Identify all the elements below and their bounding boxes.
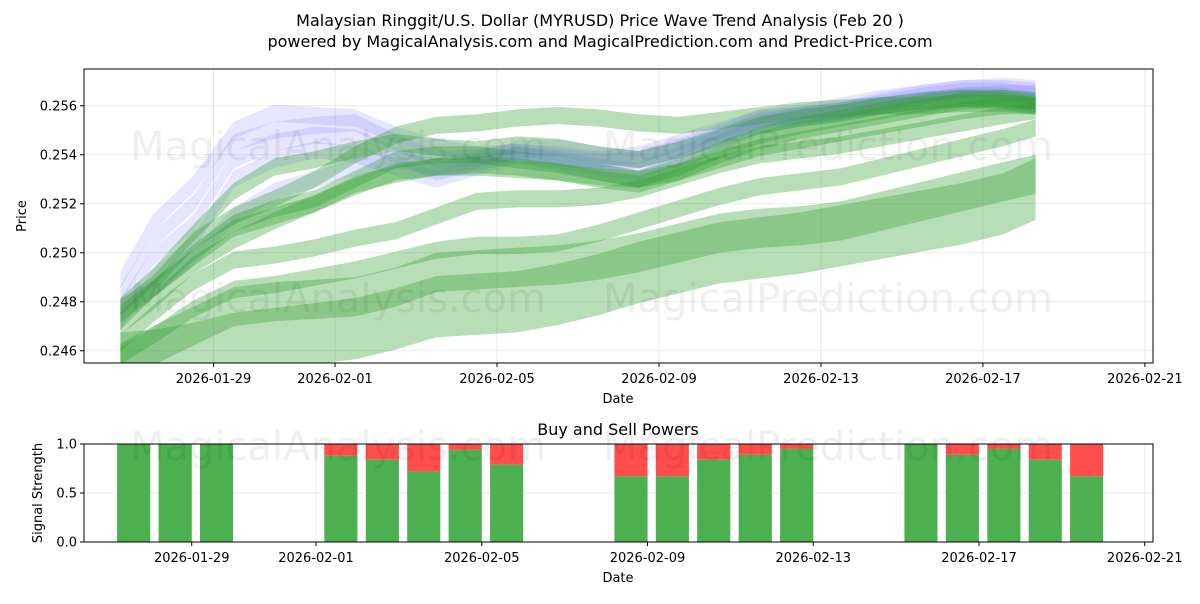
signal-x-tick-label: 2026-02-13 (775, 551, 851, 566)
signal-x-tick-label: 2026-02-01 (278, 551, 354, 566)
green-wave-band-10 (120, 102, 1036, 352)
watermark-top-left-2: MagicalAnalysis.com (130, 276, 546, 322)
price-y-tick-label: 0.256 (40, 99, 77, 114)
signal-plot: Buy and Sell Powers MagicalAnalysis.com … (31, 420, 1182, 586)
price-y-tick-label: 0.252 (40, 197, 77, 212)
signal-plot-title: Buy and Sell Powers (537, 420, 699, 439)
buy-power-bar (117, 444, 151, 542)
price-x-tick-label: 2026-02-09 (621, 372, 697, 387)
price-x-tick-label: 2026-02-05 (459, 372, 535, 387)
price-wave-bands (120, 77, 1036, 363)
green-wave-band-8 (120, 89, 1036, 330)
signal-x-axis-label: Date (602, 571, 633, 586)
sell-power-bar (780, 444, 814, 449)
blue-wave-band-2 (120, 82, 1036, 316)
buy-power-bar (365, 459, 399, 542)
signal-y-tick-label: 0.0 (56, 536, 77, 551)
blue-wave-band-0 (120, 84, 1036, 289)
green-wave-band-12 (120, 154, 1036, 363)
sell-power-bar (987, 444, 1021, 449)
price-x-tick-label: 2026-01-29 (176, 372, 252, 387)
price-y-tick-label: 0.254 (40, 148, 77, 163)
buy-power-bar (448, 449, 482, 542)
watermark-bottom-right: MagicalPrediction.com (603, 424, 1053, 470)
price-x-axis-label: Date (602, 392, 633, 407)
price-x-tick-label: 2026-02-13 (783, 372, 859, 387)
sell-power-bar (655, 444, 689, 477)
watermark-bottom-left: MagicalAnalysis.com (130, 424, 546, 470)
price-y-axis-label: Price (15, 200, 30, 232)
buy-power-bar (697, 459, 731, 542)
sell-power-bar (490, 444, 524, 465)
signal-x-tick-label: 2026-02-17 (941, 551, 1017, 566)
price-plot: MagicalAnalysis.com MagicalPrediction.co… (15, 68, 1183, 407)
sell-power-bar (738, 444, 772, 455)
sell-power-bar (365, 444, 399, 460)
buy-power-bar (614, 476, 648, 542)
watermark-top-right-1: MagicalPrediction.com (603, 124, 1053, 170)
sell-power-bar (1070, 444, 1104, 477)
watermark-top-right-2: MagicalPrediction.com (603, 276, 1053, 322)
signal-x-tick-label: 2026-02-21 (1107, 551, 1183, 566)
chart-title-line1: Malaysian Ringgit/U.S. Dollar (MYRUSD) P… (296, 11, 904, 30)
green-wave-band-9 (120, 97, 1036, 335)
price-y-tick-label: 0.246 (40, 344, 77, 359)
buy-power-bar (158, 444, 192, 542)
buy-power-bar (324, 455, 358, 542)
green-wave-band-7 (120, 89, 1036, 323)
buy-power-bar (780, 448, 814, 542)
price-plot-frame (83, 68, 1154, 364)
buy-power-bar (655, 476, 689, 542)
signal-x-tick-label: 2026-01-29 (154, 551, 230, 566)
price-x-tick-label: 2026-02-01 (297, 372, 373, 387)
green-wave-band-13 (120, 158, 1036, 363)
buy-power-bar (200, 444, 234, 542)
signal-bars (117, 444, 1104, 542)
buy-power-bar (945, 454, 979, 542)
sell-power-bar (945, 444, 979, 455)
buy-power-bar (904, 444, 938, 542)
blue-wave-band-3 (120, 87, 1036, 330)
price-grid (84, 69, 1153, 363)
buy-power-bar (407, 471, 441, 542)
sell-power-bar (407, 444, 441, 472)
chart-title-line2: powered by MagicalAnalysis.com and Magic… (267, 32, 932, 51)
signal-x-tick-label: 2026-02-09 (610, 551, 686, 566)
signal-x-ticks: 2026-01-29 2026-02-01 2026-02-05 2026-02-09… (154, 542, 1183, 566)
sell-power-bar (448, 444, 482, 450)
sell-power-bar (614, 444, 648, 477)
price-x-tick-label: 2026-02-21 (1107, 372, 1183, 387)
price-y-tick-label: 0.250 (40, 246, 77, 261)
price-y-tick-label: 0.248 (40, 295, 77, 310)
price-y-ticks: 0.246 0.248 0.250 0.252 0.254 0.256 (40, 99, 84, 359)
buy-power-bar (738, 454, 772, 542)
sell-power-bar (697, 444, 731, 460)
sell-power-bar (1028, 444, 1062, 460)
green-wave-band-6 (120, 94, 1036, 318)
buy-power-bar (490, 464, 524, 542)
buy-power-bar (987, 448, 1021, 542)
price-x-tick-label: 2026-02-17 (945, 372, 1021, 387)
price-x-ticks: 2026-01-29 2026-02-01 2026-02-05 2026-02-09… (176, 363, 1183, 387)
signal-y-ticks: 0.0 0.5 1.0 (56, 438, 84, 551)
signal-y-axis-label: Signal Strength (31, 443, 46, 543)
green-wave-band-11 (120, 119, 1036, 363)
signal-y-tick-label: 1.0 (56, 438, 77, 453)
green-wave-band-5 (120, 89, 1036, 316)
buy-power-bar (1028, 459, 1062, 542)
signal-y-tick-label: 0.5 (56, 487, 77, 502)
sell-power-bar (324, 444, 358, 456)
watermark-top-left-1: MagicalAnalysis.com (130, 124, 546, 170)
signal-x-tick-label: 2026-02-05 (444, 551, 520, 566)
buy-power-bar (1070, 476, 1104, 542)
